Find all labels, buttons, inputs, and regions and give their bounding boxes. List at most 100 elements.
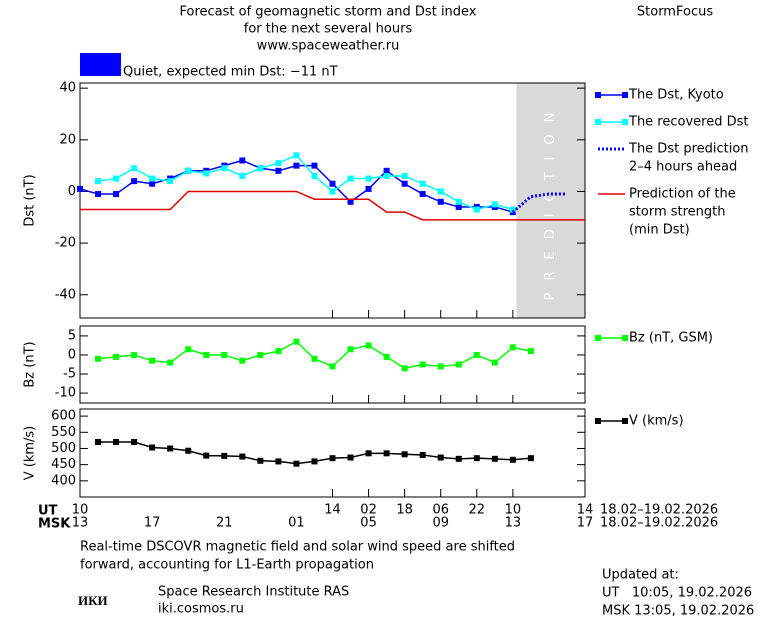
y-tick-label: 400 bbox=[51, 473, 76, 488]
legend-marker bbox=[622, 92, 628, 98]
y-tick-label: 450 bbox=[51, 457, 76, 472]
data-point bbox=[131, 439, 138, 445]
data-point bbox=[77, 185, 83, 192]
legend-label: The recovered Dst bbox=[628, 115, 748, 130]
data-point bbox=[365, 175, 372, 182]
data-point bbox=[419, 180, 426, 187]
y-tick-label: 550 bbox=[51, 425, 76, 440]
x-tick-label: 10 bbox=[72, 503, 89, 518]
data-point bbox=[365, 450, 372, 457]
data-point bbox=[473, 351, 480, 358]
data-point bbox=[131, 165, 138, 172]
data-point bbox=[455, 203, 462, 210]
data-point bbox=[275, 458, 282, 465]
data-point bbox=[329, 363, 336, 370]
data-point bbox=[491, 201, 498, 208]
data-point bbox=[347, 198, 354, 205]
legend-marker bbox=[595, 418, 601, 424]
legend-label: Prediction of the bbox=[629, 187, 736, 202]
x-tick-label: 10 bbox=[505, 503, 522, 518]
x-tick-label: 01 bbox=[288, 516, 305, 531]
x-tick-label: 13 bbox=[72, 516, 89, 531]
y-tick-label: -20 bbox=[55, 236, 76, 251]
data-point bbox=[167, 359, 174, 366]
data-point bbox=[437, 454, 444, 461]
data-point bbox=[113, 439, 120, 445]
data-point bbox=[95, 178, 102, 185]
prediction-label: PREDICTION bbox=[543, 101, 558, 301]
legend-marker bbox=[595, 92, 601, 98]
data-point bbox=[95, 191, 102, 198]
data-point bbox=[401, 180, 408, 187]
data-point bbox=[239, 453, 246, 460]
y-tick-label: 0 bbox=[68, 347, 76, 362]
legend-marker bbox=[595, 335, 601, 341]
data-point bbox=[275, 167, 282, 174]
y-axis-label: V (km/s) bbox=[23, 426, 38, 481]
data-point bbox=[365, 185, 372, 192]
data-point bbox=[239, 157, 246, 164]
legend-label: 2–4 hours ahead bbox=[629, 160, 737, 175]
data-point bbox=[185, 167, 192, 174]
y-tick-label: -5 bbox=[63, 367, 76, 382]
data-point bbox=[203, 170, 210, 177]
data-point bbox=[455, 455, 462, 462]
data-point bbox=[203, 452, 210, 459]
data-point bbox=[113, 191, 120, 198]
data-point bbox=[203, 351, 210, 358]
data-point bbox=[149, 180, 156, 187]
data-point bbox=[455, 198, 462, 205]
data-point bbox=[257, 351, 264, 358]
y-axis-label: Dst (nT) bbox=[23, 174, 38, 226]
data-point bbox=[473, 455, 480, 462]
data-point bbox=[221, 452, 228, 459]
data-point bbox=[419, 451, 426, 458]
data-point bbox=[527, 348, 534, 355]
header-line: Forecast of geomagnetic storm and Dst in… bbox=[179, 5, 476, 20]
y-tick-label: -40 bbox=[55, 287, 76, 302]
data-point bbox=[347, 346, 354, 353]
data-point bbox=[509, 456, 516, 463]
prediction-band bbox=[516, 83, 585, 318]
data-point bbox=[437, 363, 444, 370]
data-point bbox=[95, 355, 102, 362]
institute-url: iki.cosmos.ru bbox=[158, 602, 244, 617]
y-tick-label: -10 bbox=[55, 386, 76, 401]
y-tick-label: 600 bbox=[51, 409, 76, 424]
data-point bbox=[167, 178, 174, 185]
data-point bbox=[527, 455, 534, 462]
data-point bbox=[185, 346, 192, 353]
data-point bbox=[149, 357, 156, 364]
plot-frame bbox=[79, 408, 586, 498]
data-point bbox=[167, 445, 174, 452]
y-tick-label: 40 bbox=[59, 81, 76, 96]
data-point bbox=[401, 451, 408, 458]
plot-frame bbox=[79, 82, 586, 319]
data-point bbox=[383, 172, 390, 179]
updated: Updated at: bbox=[602, 568, 679, 583]
y-axis-label: Bz (nT) bbox=[23, 341, 38, 387]
x-tick-label: 06 bbox=[432, 503, 449, 518]
y-tick-label: 0 bbox=[68, 184, 76, 199]
series-line bbox=[511, 192, 567, 214]
series-line bbox=[80, 190, 585, 221]
data-point bbox=[509, 344, 516, 351]
data-point bbox=[131, 351, 138, 358]
data-point bbox=[329, 180, 336, 187]
data-point bbox=[293, 460, 300, 467]
data-point bbox=[383, 450, 390, 457]
updated: UT 10:05, 19.02.2026 bbox=[602, 586, 752, 601]
header-line: www.spaceweather.ru bbox=[257, 39, 400, 54]
data-point bbox=[419, 191, 426, 198]
legend-label: storm strength bbox=[629, 205, 726, 220]
series-line bbox=[97, 340, 532, 370]
series-line bbox=[97, 154, 514, 211]
data-point bbox=[419, 361, 426, 368]
data-point bbox=[311, 458, 318, 465]
x-axis-name: UT bbox=[38, 504, 58, 519]
data-point bbox=[473, 206, 480, 213]
x-tick-label: 21 bbox=[216, 516, 233, 531]
x-tick-label: 05 bbox=[360, 516, 377, 531]
legend-marker bbox=[622, 335, 628, 341]
data-point bbox=[347, 175, 354, 182]
